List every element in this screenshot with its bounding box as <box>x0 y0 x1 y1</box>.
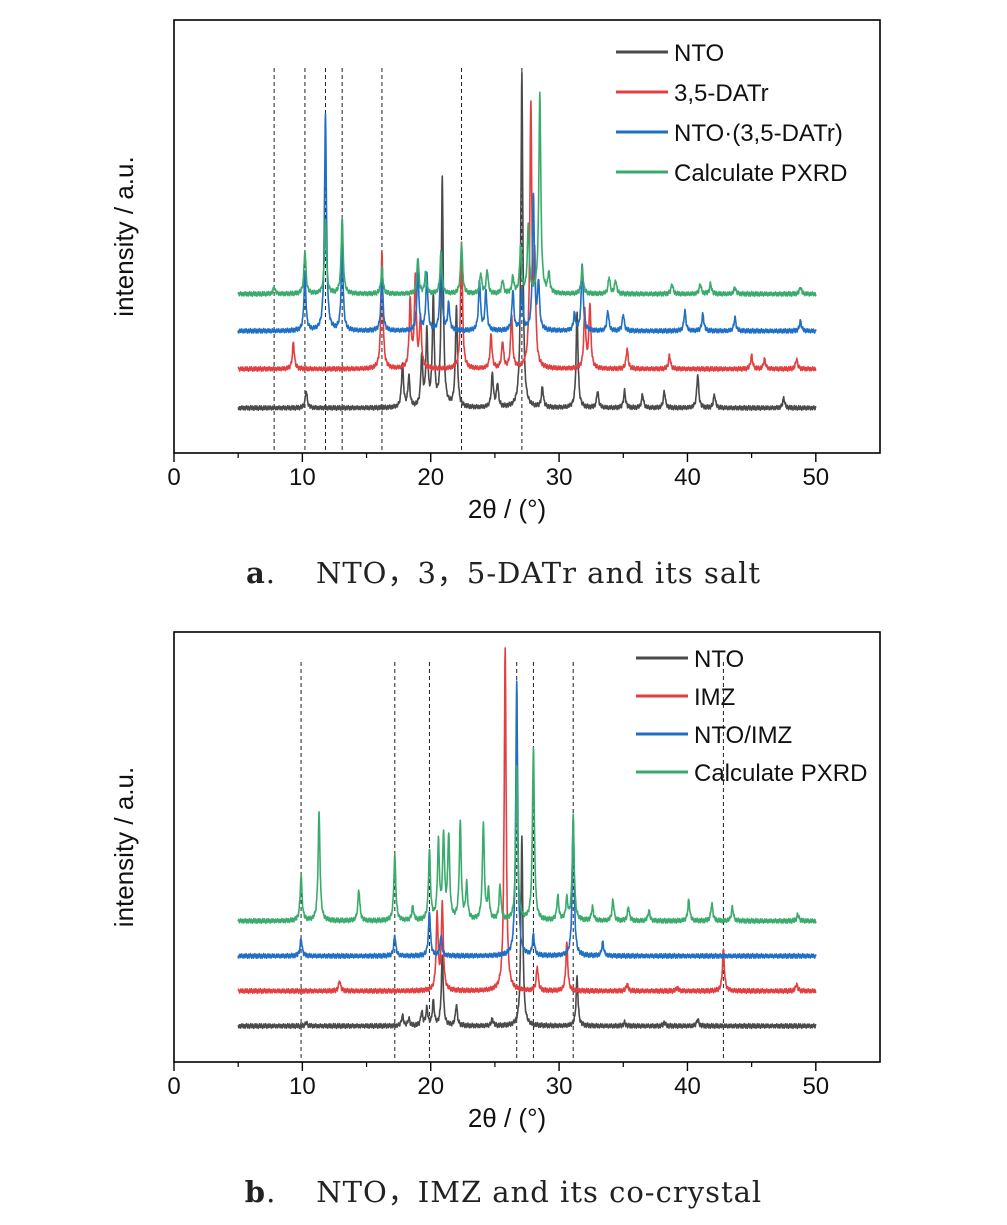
x-tick-label: 50 <box>802 464 829 491</box>
x-tick-label: 0 <box>167 464 180 491</box>
x-tick-label: 30 <box>546 1073 573 1100</box>
chart-a: 0 10 20 30 40 50 2θ / (°) intensity / a.u. NTO 3,… <box>109 19 881 524</box>
series-line-calculate-pxrd <box>237 746 817 925</box>
x-tick-label: 10 <box>289 464 316 491</box>
x-axis-label: 2θ / (°) <box>468 494 546 524</box>
x-tick-label: 0 <box>167 1073 180 1100</box>
x-tick-label: 20 <box>417 464 444 491</box>
y-axis-label: intensity / a.u. <box>109 767 139 927</box>
caption-b-text: NTO，IMZ and its co-crystal <box>316 1175 763 1209</box>
panel-b: 0 10 20 30 40 50 2θ / (°) intensity / a.u. NTO IM… <box>0 612 1007 1225</box>
x-tick-label: 40 <box>674 1073 701 1100</box>
x-axis-label: 2θ / (°) <box>468 1103 546 1133</box>
series-line-3-5-datr <box>237 100 817 373</box>
caption-a: a. NTO，3，5-DATr and its salt <box>245 556 762 590</box>
legend-label: NTO <box>694 646 744 673</box>
series-line-imz <box>237 647 817 995</box>
legend-label: 3,5-DATr <box>674 80 769 107</box>
series-line-nto <box>237 71 817 412</box>
plot-frame <box>173 19 881 454</box>
legend-label: IMZ <box>694 684 735 711</box>
x-tick-label: 50 <box>802 1073 829 1100</box>
legend-label: NTO·(3,5-DATr) <box>674 120 843 147</box>
x-tick-label: 20 <box>417 1073 444 1100</box>
y-axis-label: intensity / a.u. <box>109 156 139 316</box>
caption-a-text: NTO，3，5-DATr and its salt <box>315 556 762 590</box>
legend-label: Calculate PXRD <box>694 760 867 787</box>
x-tick-label: 10 <box>289 1073 316 1100</box>
series-line-calculate-pxrd <box>237 91 817 297</box>
caption-b-letter: b <box>244 1175 267 1209</box>
x-tick-label: 40 <box>674 464 701 491</box>
x-tick-label: 30 <box>546 464 573 491</box>
series-line-nto-imz <box>237 680 817 960</box>
legend-label: NTO <box>674 40 724 67</box>
series-line-nto <box>237 835 817 1030</box>
legend-label: NTO/IMZ <box>694 722 792 749</box>
plot-frame <box>173 631 881 1063</box>
caption-a-letter: a <box>245 556 266 590</box>
caption-b: b. NTO，IMZ and its co-crystal <box>244 1175 763 1209</box>
chart-b: 0 10 20 30 40 50 2θ / (°) intensity / a.u. NTO IM… <box>109 631 881 1133</box>
panel-a: 0 10 20 30 40 50 2θ / (°) intensity / a.u. NTO 3,… <box>0 0 1007 600</box>
legend-label: Calculate PXRD <box>674 160 847 187</box>
series-line-nto-3-5-datr- <box>237 113 817 334</box>
